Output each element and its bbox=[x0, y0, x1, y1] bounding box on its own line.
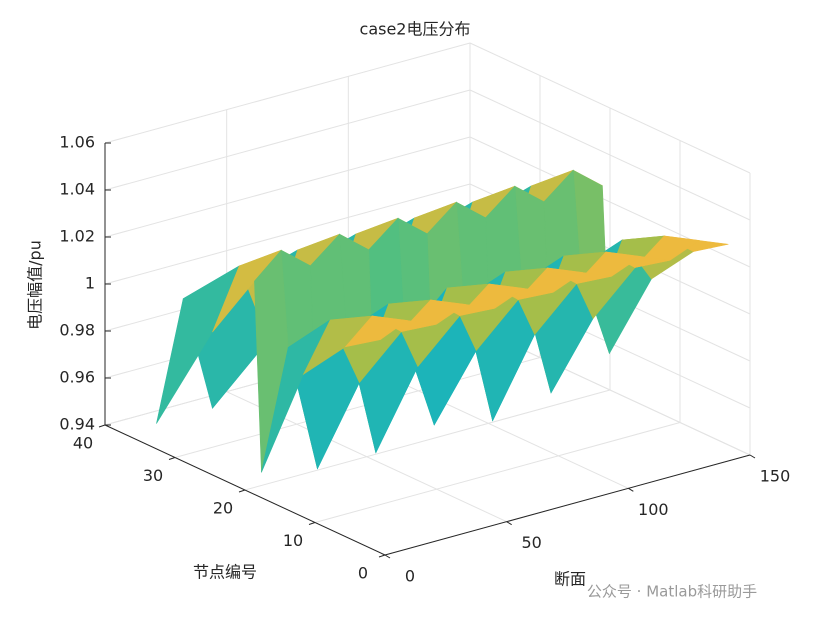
grid-line bbox=[104, 136, 471, 238]
y-tick-label: 20 bbox=[213, 499, 233, 518]
grid-line bbox=[174, 357, 541, 458]
x-tick bbox=[384, 554, 391, 559]
surface-patch bbox=[344, 315, 408, 348]
x-tick bbox=[749, 454, 756, 459]
y-tick-label: 30 bbox=[143, 466, 163, 485]
y-tick-label: 40 bbox=[73, 434, 93, 453]
z-tick-label: 1 bbox=[85, 274, 95, 293]
y-tick-label: 0 bbox=[358, 564, 368, 583]
x-tick-label: 100 bbox=[638, 500, 669, 519]
grid-line bbox=[104, 42, 471, 144]
x-axis bbox=[384, 454, 751, 556]
y-axis-label: 节点编号 bbox=[193, 563, 257, 582]
y-tick bbox=[378, 554, 386, 558]
x-axis-label: 断面 bbox=[554, 570, 586, 589]
x-tick-label: 150 bbox=[760, 467, 791, 486]
grid-line bbox=[244, 389, 611, 491]
grid-line bbox=[314, 422, 681, 523]
z-tick-label: 0.96 bbox=[59, 368, 95, 387]
z-axis-label: 电压幅值/pu bbox=[26, 240, 45, 330]
y-tick bbox=[308, 522, 316, 525]
y-tick-label: 10 bbox=[283, 531, 303, 550]
x-tick-label: 0 bbox=[405, 567, 415, 586]
z-tick-label: 1.04 bbox=[59, 180, 95, 199]
x-tick bbox=[506, 521, 512, 526]
y-tick bbox=[168, 457, 176, 460]
grid-line bbox=[104, 89, 471, 191]
z-tick-label: 0.94 bbox=[59, 415, 95, 434]
x-tick bbox=[628, 487, 634, 492]
y-tick bbox=[98, 424, 106, 428]
x-tick-label: 50 bbox=[521, 533, 541, 552]
chart-title: case2电压分布 bbox=[360, 20, 471, 39]
grid-line bbox=[469, 42, 751, 174]
grid-line bbox=[104, 183, 471, 285]
z-tick-label: 1.06 bbox=[59, 133, 95, 152]
watermark: 公众号 · Matlab科研助手 bbox=[587, 583, 757, 601]
z-tick-label: 1.02 bbox=[59, 227, 95, 246]
z-tick-label: 0.98 bbox=[59, 321, 95, 340]
y-tick bbox=[238, 489, 246, 493]
grid-line bbox=[469, 89, 751, 221]
